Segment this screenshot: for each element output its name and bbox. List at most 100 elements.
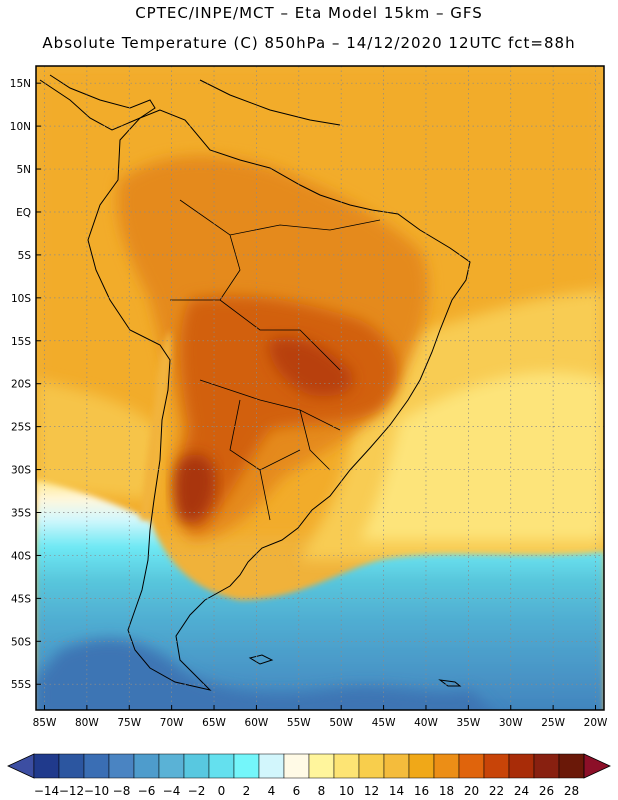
colorbar-cell [58,753,85,779]
longitude-axis-labels: 85W 80W 75W 70W 65W 60W 55W 50W 45W 40W 35W 30W 25W 2… [33,705,608,729]
falkland-islands [248,654,274,665]
lon-label: 70W [160,717,184,729]
colorbar-cell [383,753,410,779]
lon-label: 25W [541,717,565,729]
lon-label: 55W [287,717,311,729]
colorbar-cell [408,753,435,779]
caribbean-coast [199,79,341,126]
lat-label: 55S [11,679,31,691]
colorbar-cell [358,753,385,779]
lat-label: 40S [11,550,31,562]
lon-label: 50W [329,717,353,729]
lon-label: 20W [584,717,608,729]
lat-label: 15S [11,336,31,348]
lon-label: 60W [245,717,269,729]
lat-lon-grid [36,66,604,710]
lat-label: 10N [10,121,31,133]
colorbar-cell [558,753,585,779]
colorbar-label: 4 [268,784,276,798]
field-atlantic-light-yellow [360,372,604,540]
colorbar-cell [533,753,560,779]
map-title-line-2: Absolute Temperature (C) 850hPa – 14/12/… [42,34,576,52]
colorbar-cell [308,753,335,779]
field-hot-core-south [174,454,216,524]
colorbar-cell [158,753,185,779]
colorbar-label: 20 [464,784,479,798]
colorbar-label: 22 [489,784,504,798]
colorbar-label: −10 [84,784,109,798]
colorbar-cell [108,753,135,779]
colorbar-cells [33,753,585,779]
colorbar-tick-labels: −14 −12 −10 −8 −6 −4 −2 0 2 4 6 8 10 12 14 16 18 20 22 24 26… [34,784,579,798]
colorbar-label: −4 [163,784,181,798]
colorbar-label: 12 [364,784,379,798]
colorbar-label: 26 [539,784,554,798]
colorbar-label: 14 [389,784,404,798]
lat-label: 35S [11,508,31,520]
lon-label: 75W [117,717,141,729]
colorbar-label: −6 [138,784,156,798]
colorbar-label: 8 [318,784,326,798]
lon-label: 85W [33,717,57,729]
colorbar-label: 2 [243,784,251,798]
colorbar-label: 10 [339,784,354,798]
colorbar-cell [433,753,460,779]
colorbar-low-arrow [7,753,35,779]
colorbar-label: 6 [293,784,301,798]
colorbar-cell [33,753,60,779]
lon-label: 45W [372,717,396,729]
lon-label: 40W [414,717,438,729]
colorbar-cell [83,753,110,779]
colorbar-label: 16 [414,784,429,798]
field-deep-cold-core [36,639,490,710]
colorbar-cell [333,753,360,779]
map-title-line-1: CPTEC/INPE/MCT – Eta Model 15km – GFS [135,4,483,22]
field-pacific-yellow [36,380,160,500]
lat-label: 15N [10,78,31,90]
lon-label: 35W [456,717,480,729]
colorbar-cell [283,753,310,779]
colorbar-cell [233,753,260,779]
colorbar-cell [458,753,485,779]
colorbar-label: −8 [113,784,131,798]
lat-label: 25S [11,422,31,434]
temperature-field [36,66,604,710]
temperature-colorbar: −14 −12 −10 −8 −6 −4 −2 0 2 4 6 8 10 12 14 16 18 20 22 24 26… [7,753,611,798]
country-borders [170,199,381,521]
lat-label: 5S [18,250,32,262]
colorbar-label: −12 [59,784,84,798]
central-america-coastline [39,74,156,131]
lon-label: 65W [202,717,226,729]
colorbar-cell [483,753,510,779]
field-southern-cold [36,480,604,710]
lat-label: 20S [11,379,31,391]
colorbar-cell [258,753,285,779]
colorbar-cell [208,753,235,779]
field-continent-hot [180,296,398,530]
lat-label: 50S [11,636,31,648]
map-frame [35,65,605,711]
lat-label: 10S [11,293,31,305]
colorbar-label: −2 [188,784,206,798]
latitude-axis-labels: 15N 10N 5N EQ 5S 10S 15S 20S 25S 30S 35S 40S 45S 50S 5… [10,78,41,691]
colorbar-cell [133,753,160,779]
colorbar-cell [508,753,535,779]
lat-label: 30S [11,465,31,477]
south-america-coastline [87,109,471,691]
lat-label: EQ [16,207,31,219]
lon-label: 80W [75,717,99,729]
field-andes-cool [140,330,172,520]
field-hot-core-north [269,337,353,397]
colorbar-label: 24 [514,784,529,798]
coastlines-and-borders [39,74,471,691]
colorbar-label: −14 [34,784,59,798]
colorbar-label: 0 [218,784,226,798]
colorbar-label: 28 [564,784,579,798]
lat-label: 45S [11,593,31,605]
lon-label: 30W [499,717,523,729]
colorbar-high-arrow [583,753,611,779]
south-georgia [438,679,462,687]
colorbar-label: 18 [439,784,454,798]
lat-label: 5N [16,164,31,176]
